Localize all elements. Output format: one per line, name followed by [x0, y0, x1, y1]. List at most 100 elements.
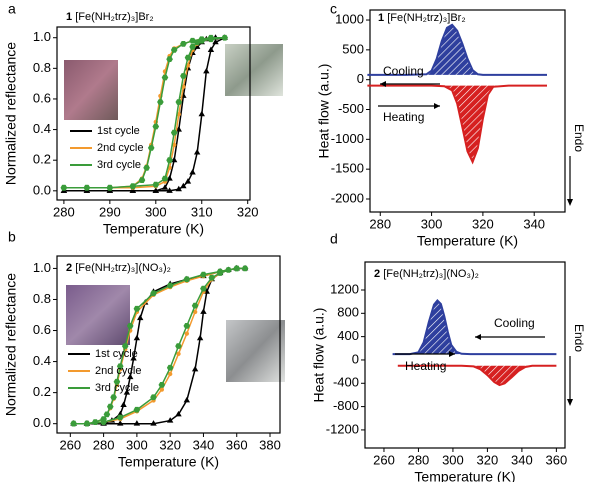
compound-label: 2 [Fe(NH₂trz)₃](NO₃)₂ — [66, 262, 171, 274]
data-marker — [150, 394, 157, 401]
data-marker — [166, 364, 174, 371]
data-marker — [133, 334, 141, 341]
y-tick-label: 1.0 — [33, 260, 51, 275]
data-marker — [193, 43, 201, 49]
y-tick-label: 400 — [337, 328, 359, 343]
data-marker — [175, 99, 183, 105]
x-tick-label: 320 — [472, 216, 494, 231]
data-marker — [150, 290, 157, 297]
data-marker — [116, 363, 124, 370]
y-tick-label: 0.4 — [33, 121, 51, 136]
legend-label: 3rd cycle — [97, 159, 141, 171]
data-marker — [110, 394, 117, 401]
annotation: Cooling — [383, 64, 424, 78]
data-marker — [184, 54, 192, 61]
data-marker — [175, 185, 182, 192]
data-marker — [117, 420, 124, 426]
data-marker — [152, 181, 160, 188]
y-tick-label: 1.0 — [33, 29, 51, 44]
data-marker — [129, 187, 137, 193]
y-tick-label: 0.2 — [33, 152, 51, 167]
x-tick-label: 280 — [53, 204, 75, 219]
data-marker — [157, 99, 164, 105]
legend-label: 1st cycle — [97, 125, 140, 137]
annotation-arrowhead — [475, 334, 481, 340]
compound-number: 1 — [66, 11, 72, 23]
data-marker — [129, 183, 137, 190]
data-marker — [176, 351, 181, 357]
x-tick-label: 300 — [145, 204, 167, 219]
x-tick-label: 340 — [511, 452, 533, 467]
compound-name: [Fe(NH₂trz)₃](NO₃)₂ — [75, 262, 171, 274]
y-tick-label: -1000 — [331, 131, 364, 146]
data-marker — [120, 401, 127, 408]
data-marker — [221, 34, 228, 41]
data-marker — [166, 187, 173, 193]
data-marker — [152, 187, 159, 193]
data-marker — [225, 267, 232, 273]
photo — [64, 60, 118, 120]
y-tick-label: 0.6 — [33, 90, 51, 105]
annotation-arrowhead — [380, 81, 386, 87]
data-marker — [83, 420, 91, 427]
y-tick-label: 0 — [357, 71, 364, 86]
data-marker — [161, 184, 169, 190]
data-marker — [180, 41, 187, 47]
y-tick-label: -1200 — [326, 421, 359, 436]
y-axis-title: Heat flow (a.u.) — [311, 308, 327, 403]
data-marker — [175, 126, 182, 132]
data-marker — [166, 56, 173, 62]
data-marker — [183, 323, 191, 329]
data-area — [392, 299, 557, 356]
data-marker — [183, 276, 191, 283]
x-tick-label: 260 — [59, 437, 81, 452]
data-marker — [198, 36, 206, 43]
data-marker — [138, 177, 146, 183]
x-axis-title: Temperature (K) — [414, 469, 515, 482]
data-marker — [113, 378, 121, 385]
data-marker — [207, 46, 215, 52]
panel-letter: b — [8, 229, 16, 245]
x-tick-label: 320 — [159, 437, 181, 452]
data-marker — [241, 265, 249, 272]
y-axis-title: Heat flow (a.u.) — [316, 64, 332, 159]
compound-label: 2 [Fe(NH₂trz)₃](NO₃)₂ — [374, 268, 479, 280]
y-tick-label: 0.8 — [33, 291, 51, 306]
y-tick-label: -400 — [333, 375, 359, 390]
photo — [225, 44, 283, 96]
data-marker — [180, 182, 187, 189]
data-marker — [166, 157, 173, 164]
data-marker — [233, 265, 240, 272]
y-tick-label: 0.2 — [33, 384, 51, 399]
data-marker — [207, 34, 215, 41]
data-marker — [198, 110, 205, 117]
x-tick-label: 300 — [421, 216, 443, 231]
compound-number: 2 — [374, 268, 380, 280]
data-marker — [133, 305, 141, 312]
y-tick-label: 1000 — [335, 11, 364, 26]
data-marker — [83, 184, 91, 191]
data-marker — [193, 149, 201, 155]
x-tick-label: 300 — [442, 452, 464, 467]
data-marker — [126, 323, 134, 329]
compound-label: 1 [Fe(NH₂trz)₃]Br₂ — [378, 12, 466, 24]
data-marker — [216, 268, 224, 275]
x-tick-label: 360 — [546, 452, 568, 467]
data-marker — [170, 156, 178, 163]
legend-label: 2nd cycle — [97, 142, 143, 154]
compound-name: [Fe(NH₂trz)₃]Br₂ — [387, 12, 465, 24]
data-marker — [175, 410, 182, 417]
data-marker — [60, 184, 68, 191]
data-marker — [170, 47, 178, 53]
y-tick-label: -2000 — [331, 190, 364, 205]
data-marker — [147, 145, 155, 151]
data-marker — [200, 308, 207, 314]
y-tick-label: -500 — [338, 101, 364, 116]
data-marker — [166, 282, 174, 289]
panel-letter: c — [330, 1, 337, 17]
y-tick-label: -800 — [333, 398, 359, 413]
annotation: Endo — [572, 324, 586, 352]
annotation-arrowhead — [567, 399, 573, 406]
x-tick-label: 360 — [226, 437, 248, 452]
data-area — [367, 84, 547, 165]
